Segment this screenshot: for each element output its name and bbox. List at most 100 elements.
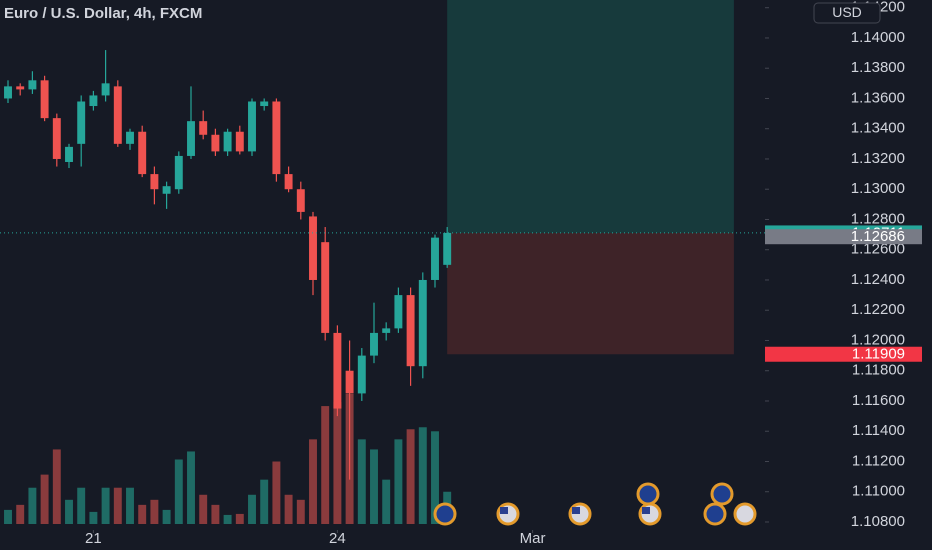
volume-bar xyxy=(4,509,12,524)
candle-body xyxy=(28,80,37,90)
candle-body xyxy=(223,131,232,152)
volume-bar xyxy=(406,429,415,524)
event-icon[interactable] xyxy=(636,482,660,506)
chart-title: Euro / U.S. Dollar, 4h, FXCM xyxy=(4,5,202,22)
volume-bar xyxy=(65,499,73,524)
volume-bar xyxy=(52,449,61,524)
position-layer xyxy=(447,0,734,355)
candle-body xyxy=(16,86,25,90)
volume-bar xyxy=(248,494,256,524)
candle-body xyxy=(248,101,256,152)
volume-bar xyxy=(296,499,305,524)
volume-bar xyxy=(382,479,391,524)
candle-layer xyxy=(4,50,452,480)
y-tick-label: 1.11800 xyxy=(852,362,905,379)
volume-bar xyxy=(260,479,269,524)
y-tick-label: 1.12000 xyxy=(851,331,905,348)
event-icon[interactable] xyxy=(710,482,734,506)
currency-button[interactable] xyxy=(813,2,881,24)
volume-bar xyxy=(235,513,244,524)
event-icon[interactable] xyxy=(496,502,520,526)
candle-body xyxy=(40,80,49,119)
candle-body xyxy=(174,155,183,190)
candle-body xyxy=(211,134,220,152)
candle-body xyxy=(333,332,342,409)
candle-body xyxy=(394,295,403,329)
candle-body xyxy=(309,216,317,280)
candle-body xyxy=(150,174,159,190)
y-tick-label: 1.11400 xyxy=(852,422,905,439)
volume-bar xyxy=(138,504,147,524)
profit-zone xyxy=(447,0,734,233)
candle-body xyxy=(199,121,208,135)
currency-label: USD xyxy=(832,4,862,20)
x-tick-label: 24 xyxy=(329,530,346,547)
volume-bar xyxy=(174,459,183,524)
y-tick-label: 1.14000 xyxy=(851,29,905,46)
candle-body xyxy=(138,131,147,175)
candle-body xyxy=(260,101,269,107)
candle-body xyxy=(162,186,171,194)
y-tick-label: 1.12200 xyxy=(851,301,905,318)
volume-bar xyxy=(309,439,317,524)
y-tick-label: 1.11600 xyxy=(852,392,905,409)
candle-body xyxy=(370,332,378,356)
volume-bar xyxy=(357,439,366,524)
candle-body xyxy=(443,232,452,265)
candle-body xyxy=(296,189,305,212)
y-tick-label: 1.12600 xyxy=(851,241,905,258)
event-icon[interactable] xyxy=(638,502,662,526)
y-tick-label: 1.13400 xyxy=(851,120,905,137)
candle-body xyxy=(345,370,354,394)
candle-body xyxy=(113,86,122,144)
candle-body xyxy=(406,295,415,367)
y-tick-label: 1.12400 xyxy=(851,271,905,288)
candle-body xyxy=(77,101,86,144)
volume-bar xyxy=(187,451,195,524)
price-label: 1.12686 xyxy=(851,228,905,245)
candle-body xyxy=(357,355,366,394)
x-tick-label: Mar xyxy=(520,530,546,547)
y-tick-label: 1.13200 xyxy=(851,150,905,167)
candle-body xyxy=(418,279,427,367)
y-tick-label: 1.12800 xyxy=(851,210,905,227)
y-tick-label: 1.13000 xyxy=(851,180,905,197)
candle-body xyxy=(284,174,293,190)
volume-bar xyxy=(418,427,427,524)
volume-bar xyxy=(394,439,403,524)
event-icon[interactable] xyxy=(703,502,727,526)
volume-bar xyxy=(333,402,342,524)
candle-body xyxy=(321,242,330,333)
candle-body xyxy=(382,328,391,333)
volume-bar xyxy=(162,509,171,524)
event-icon[interactable] xyxy=(433,502,457,526)
candle-body xyxy=(101,83,110,96)
event-icon[interactable] xyxy=(568,502,592,526)
volume-bar xyxy=(40,474,49,524)
candle-body xyxy=(89,95,98,107)
volume-bar xyxy=(89,511,98,524)
volume-bar xyxy=(431,431,439,524)
candle-body xyxy=(187,121,195,156)
volume-bar xyxy=(223,514,232,524)
candle-body xyxy=(65,146,73,162)
volume-bar xyxy=(199,494,208,524)
volume-bar xyxy=(321,406,330,524)
candle-body xyxy=(4,86,12,99)
y-tick-label: 1.11000 xyxy=(852,483,905,500)
volume-bar xyxy=(28,487,37,524)
price-label: 1.11909 xyxy=(852,346,905,363)
y-tick-label: 1.13800 xyxy=(851,59,905,76)
y-tick-label: 1.11200 xyxy=(852,452,905,469)
volume-bar xyxy=(272,461,281,524)
volume-bar xyxy=(284,494,293,524)
volume-bar xyxy=(16,504,25,524)
volume-bar xyxy=(150,499,159,524)
y-tick-label: 1.10800 xyxy=(851,513,905,530)
volume-bar xyxy=(77,487,86,524)
event-icon[interactable] xyxy=(733,502,757,526)
price-label-box xyxy=(765,229,922,245)
candle-body xyxy=(235,131,244,152)
candle-body xyxy=(126,131,134,144)
